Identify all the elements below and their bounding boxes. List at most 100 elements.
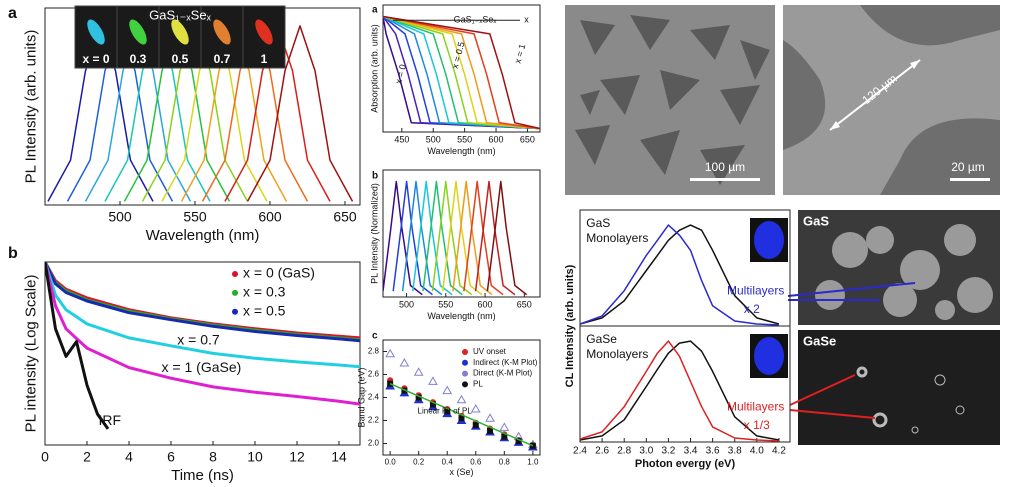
legend-label: PL [473, 380, 483, 389]
x-tick-label: 14 [331, 448, 347, 464]
legend-swatch [462, 381, 468, 388]
marker [499, 422, 510, 431]
legend-swatch [462, 370, 468, 377]
x-tick-label: 0.4 [442, 457, 454, 466]
scale-bar [690, 178, 760, 181]
y-axis-label: Band Gap (eV) [357, 367, 367, 427]
annotation: GaS₁₋ₓSeₓ [454, 15, 497, 25]
marker [487, 427, 494, 434]
annotation: Multilayers [727, 283, 784, 297]
scale-bar-label: 20 µm [951, 160, 985, 174]
x-tick-label: 0.8 [499, 457, 511, 466]
x-tick-label: 500 [426, 134, 441, 144]
series-line [383, 180, 423, 296]
annotation: x 1/3 [744, 418, 770, 432]
y-tick-label: 2.2 [368, 416, 380, 425]
legend-label: Direct (K-M Plot) [473, 369, 532, 378]
y-tick-label: 2.8 [368, 347, 380, 356]
legend-label: Indirect (K-M Plot) [473, 358, 538, 367]
x-tick-label: 600 [258, 208, 282, 224]
x-axis-label: Time (ns) [171, 467, 234, 484]
x-axis-label: Wavelength (nm) [427, 311, 495, 321]
x-tick-label: 0 [41, 448, 49, 464]
x-tick-label: 10 [247, 448, 263, 464]
series-line [412, 180, 453, 296]
x-tick-label: 500 [108, 208, 132, 224]
annotation: x = 1 (GaSe) [162, 359, 242, 375]
marker [444, 408, 451, 415]
x-tick-label: 650 [333, 208, 357, 224]
series-line [45, 262, 110, 430]
annotation: IRF [99, 412, 122, 428]
cl-background [798, 330, 1000, 445]
inset-glow [171, 19, 189, 45]
x-tick-label: 2 [83, 448, 91, 464]
x-tick-label: 550 [438, 299, 453, 309]
annotation: Monolayers [586, 347, 648, 361]
series-line [45, 262, 360, 406]
y-axis-label: CL Intensity (arb. units) [564, 264, 576, 387]
panel-label: a [8, 5, 17, 22]
y-axis-label: Absorption (arb. units) [369, 24, 379, 113]
series-line [401, 180, 443, 296]
series-line [580, 224, 779, 326]
x-axis-label: x (Se) [449, 467, 473, 477]
y-tick-label: 2.6 [368, 370, 380, 379]
x-tick-label: 2.4 [573, 446, 587, 457]
x-tick-label: 650 [517, 299, 532, 309]
sem-image: 120 µm 20 µm [783, 5, 1000, 195]
x-tick-label: 4 [125, 448, 133, 464]
x-tick-label: 1.0 [527, 457, 539, 466]
y-axis-label: PL Intensity (Normalized) [369, 183, 379, 284]
sem-flake [783, 5, 1000, 195]
x-tick-label: 3.4 [684, 446, 698, 457]
sem-flakes [575, 15, 770, 185]
cl-inset-glow [754, 221, 784, 259]
x-axis-label: Wavelength (nm) [146, 227, 260, 244]
x-tick-label: 6 [167, 448, 175, 464]
legend-swatch [462, 359, 468, 366]
legend-swatch [232, 271, 238, 277]
arrow-head [830, 121, 840, 130]
inset-label: 1 [261, 52, 268, 66]
inset-glow [213, 19, 231, 45]
marker [442, 385, 453, 395]
marker [501, 433, 508, 440]
x-tick-label: 450 [394, 134, 409, 144]
cl-image-label: GaS [803, 213, 829, 228]
inset-label: x = 0 [82, 52, 109, 66]
x-tick-label: 0.2 [413, 457, 425, 466]
x-tick-label: 550 [457, 134, 472, 144]
x-axis-label: Photon evergy (eV) [635, 458, 736, 470]
series-line [431, 180, 473, 296]
legend-label: UV onset [473, 347, 507, 356]
panel-label: b [8, 245, 18, 262]
series-line [389, 383, 534, 447]
panel-label: a [372, 5, 378, 16]
x-tick-label: 4.0 [750, 446, 764, 457]
x-tick-label: 8 [209, 448, 217, 464]
series-line [580, 224, 780, 325]
x-tick-label: 3.0 [639, 446, 653, 457]
marker [385, 348, 395, 358]
annotation: Monolayers [586, 231, 648, 245]
x-tick-label: 650 [520, 134, 535, 144]
annotation: x = 0 [393, 63, 408, 85]
series-line [246, 25, 354, 202]
scale-bar-label: 100 µm [705, 160, 745, 174]
x-tick-label: 3.8 [728, 446, 742, 457]
x-tick-label: 0.0 [385, 457, 397, 466]
inset-glow [87, 19, 105, 45]
series-line [45, 262, 360, 343]
x-tick-label: 2.6 [595, 446, 609, 457]
marker [413, 367, 424, 376]
y-tick-label: 2.4 [368, 393, 380, 402]
marker [428, 376, 438, 385]
plot-frame [382, 169, 541, 298]
legend-label: x = 0.5 [243, 303, 286, 319]
arrow-head [910, 60, 920, 69]
series-line [580, 340, 779, 442]
annotation: x = 0.7 [177, 331, 220, 347]
